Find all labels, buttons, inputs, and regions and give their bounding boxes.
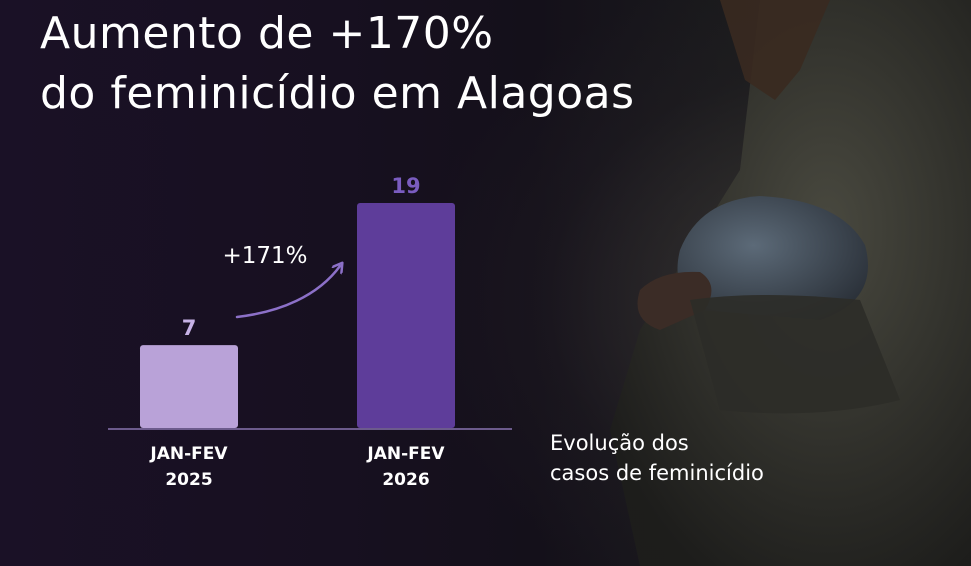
photo-sleeve bbox=[690, 295, 900, 414]
title-line-2: do feminicídio em Alagoas bbox=[40, 68, 635, 119]
photo-hand bbox=[637, 271, 712, 330]
growth-arrow bbox=[235, 266, 340, 319]
growth-annotation: +171% bbox=[222, 243, 307, 269]
bar-2 bbox=[357, 203, 455, 428]
bar-value-label-1: 7 bbox=[182, 316, 197, 340]
chart-caption: Evolução dos casos de feminicídio bbox=[550, 428, 850, 488]
caption-line-2: casos de feminicídio bbox=[550, 461, 764, 485]
category-label-1-line-2: 2025 bbox=[165, 470, 212, 490]
photo-hair bbox=[720, 0, 830, 100]
photo-knee bbox=[677, 196, 868, 320]
caption-line-1: Evolução dos bbox=[550, 431, 689, 455]
category-label-2-line-1: JAN-FEV bbox=[366, 444, 445, 464]
category-label-1-line-1: JAN-FEV bbox=[149, 444, 228, 464]
bar-value-label-2: 19 bbox=[391, 174, 420, 198]
page-title: Aumento de +170% do feminicídio em Alago… bbox=[40, 4, 635, 124]
bar-1 bbox=[140, 345, 238, 428]
category-label-2-line-2: 2026 bbox=[382, 470, 429, 490]
title-line-1: Aumento de +170% bbox=[40, 8, 494, 59]
